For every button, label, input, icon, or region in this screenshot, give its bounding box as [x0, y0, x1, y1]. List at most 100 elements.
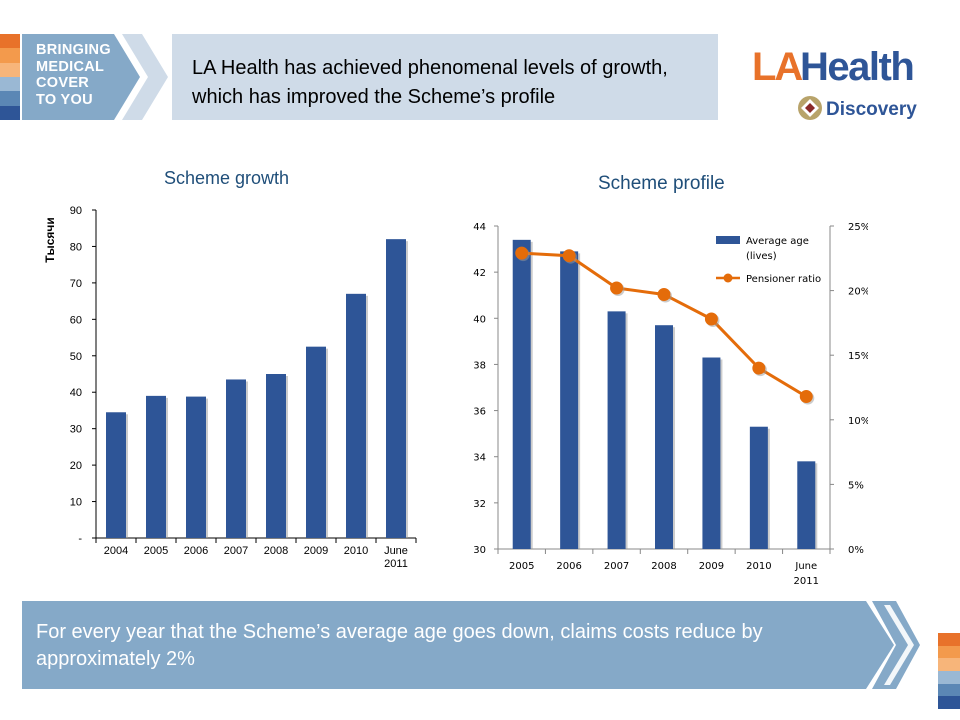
y-tick-label: -: [78, 533, 82, 545]
bar: [226, 379, 246, 538]
pensioner-ratio-point: [799, 390, 813, 404]
x-tick-label: 2005: [509, 561, 534, 572]
bar: [346, 293, 366, 538]
bar: [266, 374, 286, 538]
brand-tagline-line: COVER: [36, 75, 90, 91]
scheme-profile-chart: 30 32 34 36 38 40 42 44 0% 5% 10% 15% 20% 25% 2005 2006…: [473, 222, 868, 587]
stripe-segment: [0, 48, 20, 63]
right-tick-label: 15%: [848, 351, 868, 362]
bar: [607, 311, 626, 549]
bar: [306, 346, 326, 538]
y-tick-label: 50: [70, 351, 82, 363]
left-tick-label: 40: [473, 314, 486, 325]
la-health-wordmark: LA Health: [752, 45, 915, 89]
x-tick-label: 2007: [224, 545, 248, 557]
chart-title-scheme-profile: Scheme profile: [598, 173, 725, 194]
stripe-segment: [938, 670, 960, 684]
y-tick-label: 30: [70, 424, 82, 436]
la-health-logo: LA Health Discovery: [752, 45, 917, 120]
footer-note: For every year that the Scheme’s average…: [36, 621, 763, 670]
right-tick-label: 25%: [848, 222, 868, 233]
left-tick-label: 44: [473, 222, 486, 233]
chart-title-scheme-growth: Scheme growth: [164, 168, 290, 188]
x-tick-label: 2008: [264, 545, 288, 557]
x-tick-label: 2004: [104, 545, 128, 557]
pensioner-ratio-point: [562, 249, 576, 263]
left-tick-label: 30: [473, 545, 486, 556]
bar: [749, 426, 768, 549]
y-tick-label: 40: [70, 387, 82, 399]
brand-arrow-banner: [22, 34, 168, 120]
x-tick-label: 2006: [556, 561, 581, 572]
right-tick-label: 20%: [848, 287, 868, 298]
y-tick-label: 80: [70, 241, 82, 253]
bar: [797, 461, 816, 549]
left-tick-label: 42: [473, 268, 486, 279]
right-tick-label: 5%: [848, 480, 864, 491]
stripe-segment: [938, 683, 960, 697]
left-tick-label: 38: [473, 360, 486, 371]
svg-text:LA: LA: [752, 45, 802, 89]
pensioner-ratio-point: [610, 281, 624, 295]
x-tick-label: 2006: [184, 545, 208, 557]
discovery-wordmark: Discovery: [826, 99, 917, 120]
x-tick-label: 2009: [699, 561, 724, 572]
bar: [386, 239, 406, 538]
x-tick-label: 2010: [746, 561, 771, 572]
pensioner-ratio-point: [657, 287, 671, 301]
y-tick-label: 10: [70, 497, 82, 509]
stripe-segment: [0, 76, 20, 92]
legend-label-average-age: Average age (lives): [746, 236, 809, 262]
brand-tagline-line: TO YOU: [36, 91, 93, 108]
x-tick-label: 2008: [651, 561, 676, 572]
bar: [560, 251, 579, 549]
stripe-segment: [938, 696, 960, 709]
y-tick-label: 90: [70, 205, 82, 217]
x-tick-label: 2009: [304, 545, 328, 557]
x-tick-label: 2005: [144, 545, 168, 557]
pensioner-ratio-point: [752, 361, 766, 375]
scheme-growth-chart: - 10 20 30 40 50 60 70 80 90 Тысячи 2004 2005 2006 200…: [43, 205, 417, 570]
x-tick-label: June 2011: [384, 545, 408, 570]
header-banner: [172, 34, 718, 120]
discovery-icon: [798, 96, 822, 120]
left-tick-label: 34: [473, 453, 486, 464]
y-axis-title: Тысячи: [43, 217, 57, 262]
bar: [146, 395, 166, 538]
page-title: LA Health has achieved phenomenal levels…: [192, 57, 668, 108]
stripe-segment: [0, 34, 20, 49]
stripe-segment: [938, 658, 960, 671]
brand-tagline: BRINGING MEDICAL COVER TO YOU: [36, 42, 146, 108]
stripe-segment: [0, 91, 20, 106]
legend-label-pensioner-ratio: Pensioner ratio: [746, 274, 821, 285]
pensioner-ratio-point: [515, 246, 529, 260]
stripe-segment: [0, 62, 20, 77]
x-tick-label: 2010: [344, 545, 368, 557]
stripe-segment: [0, 105, 20, 120]
x-tick-label: 2007: [604, 561, 629, 572]
bar: [106, 412, 126, 538]
brand-tagline-line: BRINGING: [36, 42, 111, 58]
left-tick-label: 36: [473, 407, 486, 418]
legend-swatch-average-age: [716, 236, 740, 244]
stripe-segment: [938, 645, 960, 659]
y-tick-label: 20: [70, 460, 82, 472]
stripe-segment: [938, 633, 960, 646]
brand-tagline-line: MEDICAL: [36, 58, 105, 75]
svg-text:Health: Health: [800, 45, 913, 89]
left-tick-label: 32: [473, 499, 486, 510]
decorative-stripe-left: [0, 34, 20, 120]
y-tick-label: 60: [70, 314, 82, 326]
right-tick-label: 0%: [848, 545, 864, 556]
bar: [655, 325, 673, 549]
y-tick-label: 70: [70, 278, 82, 290]
pensioner-ratio-point: [704, 312, 718, 326]
right-tick-label: 10%: [848, 416, 868, 427]
bar: [702, 357, 721, 549]
x-tick-label: June 2011: [794, 561, 819, 587]
bar: [186, 396, 206, 538]
decorative-stripe-right: [938, 633, 960, 709]
legend-swatch-pensioner-marker: [723, 273, 733, 283]
footer-banner: [22, 601, 920, 689]
bar: [512, 239, 531, 549]
